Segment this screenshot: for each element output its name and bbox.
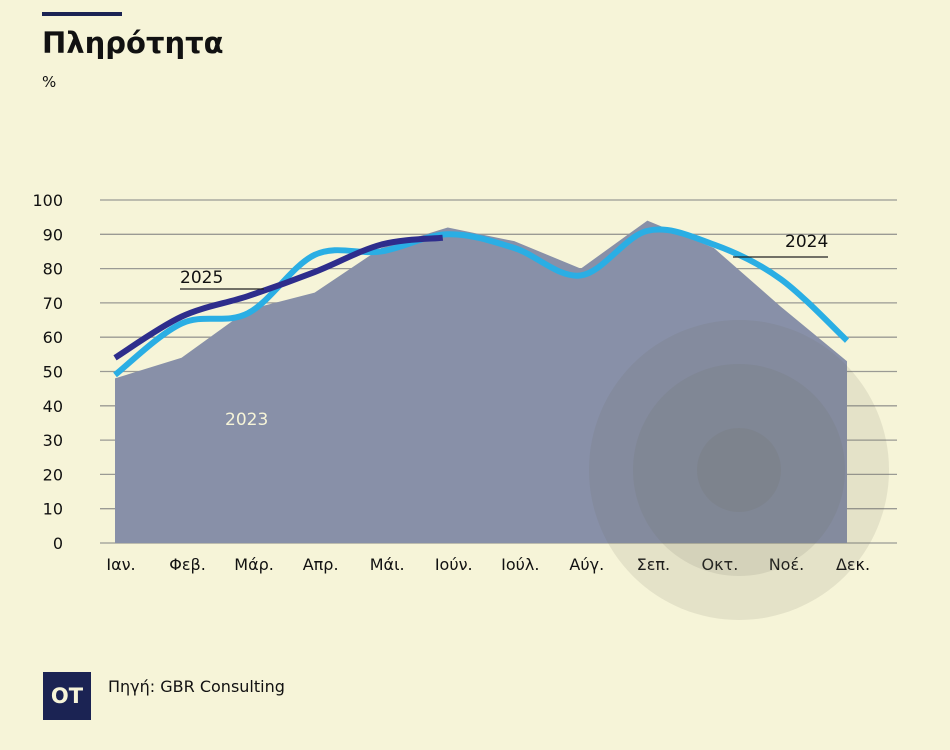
title-accent-bar [42,12,122,16]
chart-title: Πληρότητα [42,26,224,60]
series-label-2023: 2023 [225,410,268,430]
y-tick-label: 70 [43,294,63,313]
y-tick-label: 10 [43,500,63,519]
x-tick-label: Ιούν. [435,555,473,574]
decorative-circle [589,320,889,620]
x-tick-label: Ιαν. [106,555,135,574]
series-label-2024: 2024 [785,232,828,252]
x-tick-label: Απρ. [303,555,339,574]
y-tick-label: 0 [53,534,63,553]
x-tick-label: Μάρ. [234,555,274,574]
x-tick-label: Αύγ. [569,555,604,574]
logo: OT [43,672,91,720]
source-label: Πηγή: GBR Consulting [108,677,285,696]
x-tick-label: Δεκ. [836,555,870,574]
line-2025 [113,234,444,361]
y-tick-label: 30 [43,431,63,450]
unit-label: % [42,73,57,91]
decorative-circle [697,428,781,512]
x-tick-label: Μάι. [370,555,405,574]
x-tick-label: Σεπ. [637,555,670,574]
y-tick-label: 40 [43,397,63,416]
x-tick-label: Νοέ. [769,555,805,574]
line-2024 [113,226,850,378]
y-tick-label: 100 [32,191,63,210]
decorative-circle [633,364,845,576]
x-tick-label: Οκτ. [702,555,739,574]
y-tick-label: 20 [43,465,63,484]
area-2023 [115,220,847,543]
x-tick-label: Φεβ. [169,555,206,574]
y-tick-label: 80 [43,260,63,279]
series-label-2025: 2025 [180,268,223,288]
y-tick-label: 90 [43,225,63,244]
x-tick-label: Ιούλ. [501,555,539,574]
y-tick-label: 50 [43,363,63,382]
y-tick-label: 60 [43,328,63,347]
